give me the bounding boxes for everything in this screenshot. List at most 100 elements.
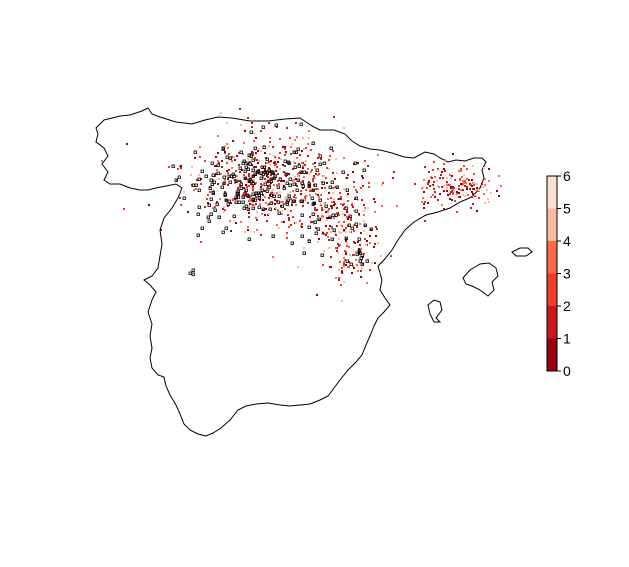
- occurrence-point: [263, 182, 267, 186]
- occurrence-point-layer: [171, 122, 373, 276]
- density-cell: [336, 225, 338, 227]
- density-cell-layer: [101, 108, 502, 302]
- density-cell: [363, 220, 365, 222]
- density-cell: [319, 219, 321, 221]
- density-cell: [306, 172, 308, 174]
- density-cell: [299, 154, 301, 156]
- density-cell: [256, 229, 258, 231]
- density-cell: [318, 238, 320, 240]
- density-cell: [291, 204, 293, 206]
- density-cell: [101, 160, 103, 162]
- occurrence-point: [236, 195, 240, 199]
- density-cell: [332, 192, 334, 194]
- density-cell: [343, 221, 345, 223]
- density-cell: [328, 239, 330, 241]
- density-cell: [262, 199, 264, 201]
- density-cell: [238, 164, 240, 166]
- occurrence-point: [260, 188, 264, 192]
- density-cell: [231, 167, 233, 169]
- density-cell: [496, 190, 498, 192]
- density-cell: [246, 178, 248, 180]
- density-cell: [349, 254, 351, 256]
- density-cell: [451, 175, 453, 177]
- occurrence-point: [315, 168, 319, 172]
- occurrence-point: [267, 179, 271, 183]
- density-cell: [421, 201, 423, 203]
- density-cell: [296, 136, 298, 138]
- occurrence-point: [292, 199, 296, 203]
- occurrence-point: [360, 262, 364, 266]
- density-cell: [347, 218, 349, 220]
- occurrence-point: [292, 150, 296, 154]
- density-cell: [193, 189, 195, 191]
- density-cell: [303, 176, 305, 178]
- density-cell: [482, 186, 484, 188]
- density-cell: [288, 217, 290, 219]
- density-cell: [217, 160, 219, 162]
- occurrence-point: [265, 157, 269, 161]
- density-cell: [288, 219, 290, 221]
- density-cell: [254, 194, 256, 196]
- density-cell: [321, 207, 323, 209]
- density-cell: [346, 195, 348, 197]
- density-cell: [443, 190, 445, 192]
- occurrence-point: [251, 168, 255, 172]
- occurrence-point: [191, 272, 195, 276]
- density-cell: [247, 229, 249, 231]
- occurrence-point: [228, 156, 232, 160]
- density-cell: [473, 173, 475, 175]
- occurrence-point: [357, 249, 361, 253]
- density-cell: [316, 294, 318, 296]
- density-cell: [340, 224, 342, 226]
- density-cell: [298, 180, 300, 182]
- density-cell: [472, 203, 474, 205]
- occurrence-point: [330, 180, 334, 184]
- density-cell: [283, 171, 285, 173]
- occurrence-point: [285, 181, 289, 185]
- density-cell: [441, 204, 443, 206]
- density-cell: [123, 208, 125, 210]
- density-cell: [483, 167, 485, 169]
- density-cell: [414, 183, 416, 185]
- density-cell: [268, 145, 270, 147]
- density-cell: [258, 148, 260, 150]
- density-cell: [472, 193, 474, 195]
- density-cell: [264, 214, 266, 216]
- density-cell: [333, 204, 335, 206]
- density-cell: [351, 202, 353, 204]
- occurrence-point: [239, 150, 243, 154]
- density-cell: [329, 155, 331, 157]
- density-cell: [252, 201, 254, 203]
- density-cell: [292, 190, 294, 192]
- density-cell: [462, 189, 464, 191]
- density-cell: [225, 199, 227, 201]
- density-cell: [483, 193, 485, 195]
- density-cell: [428, 171, 430, 173]
- occurrence-point: [216, 171, 220, 175]
- density-cell: [460, 170, 462, 172]
- density-cell: [314, 209, 316, 211]
- occurrence-point: [226, 202, 230, 206]
- density-cell: [281, 221, 283, 223]
- density-cell: [272, 201, 274, 203]
- density-cell: [369, 242, 371, 244]
- density-cell: [380, 255, 382, 257]
- density-cell: [338, 231, 340, 233]
- occurrence-point: [300, 234, 304, 238]
- density-cell: [224, 179, 226, 181]
- occurrence-point: [301, 184, 305, 188]
- occurrence-point: [253, 146, 257, 150]
- density-cell: [273, 173, 275, 175]
- density-cell: [476, 210, 478, 212]
- density-cell: [317, 241, 319, 243]
- density-cell: [255, 174, 257, 176]
- density-cell: [198, 174, 200, 176]
- occurrence-point: [227, 199, 231, 203]
- density-cell: [332, 239, 334, 241]
- density-cell: [347, 200, 349, 202]
- occurrence-point: [191, 183, 195, 187]
- density-cell: [344, 259, 346, 261]
- density-cell: [227, 184, 229, 186]
- occurrence-point: [296, 178, 300, 182]
- density-cell: [318, 153, 320, 155]
